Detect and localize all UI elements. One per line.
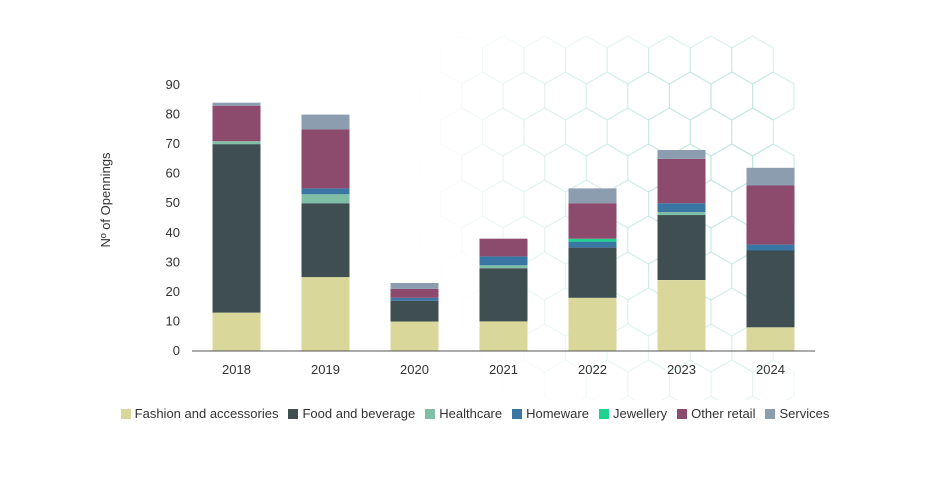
bar-segment — [479, 268, 528, 322]
legend-label: Food and beverage — [302, 406, 416, 421]
bar-segment — [568, 247, 617, 298]
legend-label: Services — [779, 406, 830, 421]
bar-segment — [568, 188, 617, 204]
bar-segment — [479, 238, 528, 257]
bars — [212, 102, 795, 351]
legend-entry: Homeware — [512, 406, 589, 421]
legend-entry: Jewellery — [598, 406, 668, 421]
legend-swatch — [120, 408, 131, 419]
x-tick-label: 2023 — [667, 362, 696, 377]
legend-swatch — [765, 408, 776, 419]
bar-segment — [657, 280, 706, 351]
bar-segment — [746, 244, 795, 251]
y-axis: 0 10 20 30 40 50 60 70 80 90 — [166, 77, 180, 358]
bar-segment — [390, 288, 439, 298]
bar-segment — [657, 158, 706, 204]
legend-swatch — [425, 408, 436, 419]
x-axis: 2018 2019 2020 2021 2022 2023 2024 — [192, 350, 815, 377]
bar-segment — [390, 297, 439, 301]
legend-label: Homeware — [526, 406, 589, 421]
bar-segment — [568, 241, 617, 248]
legend-entry: Other retail — [677, 406, 755, 421]
x-tick-label: 2018 — [222, 362, 251, 377]
bar-segment — [657, 215, 706, 280]
legend-label: Healthcare — [439, 406, 503, 421]
y-tick-label: 60 — [166, 166, 180, 181]
legend-label: Jewellery — [612, 406, 668, 421]
legend-swatch — [512, 408, 523, 419]
bar-segment — [568, 297, 617, 351]
legend-entry: Services — [765, 406, 829, 421]
legend-entry: Fashion and accessories — [120, 406, 279, 421]
bar-segment — [746, 185, 795, 245]
y-tick-label: 50 — [166, 195, 180, 210]
bar-segment — [657, 203, 706, 213]
x-tick-label: 2019 — [311, 362, 340, 377]
y-tick-label: 90 — [166, 77, 180, 92]
bar-segment — [212, 144, 261, 313]
bar-segment — [390, 300, 439, 322]
x-tick-label: 2022 — [578, 362, 607, 377]
legend-label: Fashion and accessories — [134, 406, 279, 421]
bar-segment — [212, 312, 261, 351]
stacked-bar-chart: 0 10 20 30 40 50 60 70 80 90 2018 2019 2020 2021 2022… — [98, 35, 815, 400]
bar-segment — [479, 256, 528, 266]
bar-segment — [301, 203, 350, 278]
legend-swatch — [598, 408, 609, 419]
x-tick-label: 2020 — [400, 362, 429, 377]
bar-segment — [746, 327, 795, 351]
legend-swatch — [677, 408, 688, 419]
bar-segment — [568, 238, 617, 242]
y-tick-label: 40 — [166, 225, 180, 240]
legend: Fashion and accessories Food and beverage… — [0, 406, 950, 421]
legend-entry: Food and beverage — [288, 406, 415, 421]
bar-segment — [568, 203, 617, 239]
bar-segment — [212, 102, 261, 106]
y-axis-title: Nº of Opennings — [98, 152, 113, 248]
bar-segment — [657, 150, 706, 159]
bar-segment — [390, 283, 439, 289]
y-tick-label: 10 — [166, 313, 180, 328]
bar-segment — [301, 188, 350, 195]
bar-segment — [657, 212, 706, 216]
y-tick-label: 70 — [166, 136, 180, 151]
bar-segment — [390, 321, 439, 351]
y-tick-label: 0 — [173, 343, 180, 358]
bar-segment — [301, 129, 350, 189]
bar-segment — [212, 141, 261, 145]
bar-segment — [301, 277, 350, 351]
bar-segment — [301, 194, 350, 204]
bar-segment — [212, 105, 261, 142]
y-tick-label: 80 — [166, 107, 180, 122]
bar-segment — [479, 265, 528, 269]
x-tick-label: 2021 — [489, 362, 518, 377]
legend-swatch — [288, 408, 299, 419]
y-tick-label: 30 — [166, 254, 180, 269]
legend-entry: Healthcare — [425, 406, 502, 421]
bar-segment — [301, 114, 350, 130]
y-tick-label: 20 — [166, 284, 180, 299]
x-tick-label: 2024 — [756, 362, 785, 377]
bar-segment — [746, 167, 795, 186]
bar-segment — [746, 250, 795, 328]
bar-segment — [479, 321, 528, 351]
legend-label: Other retail — [691, 406, 756, 421]
